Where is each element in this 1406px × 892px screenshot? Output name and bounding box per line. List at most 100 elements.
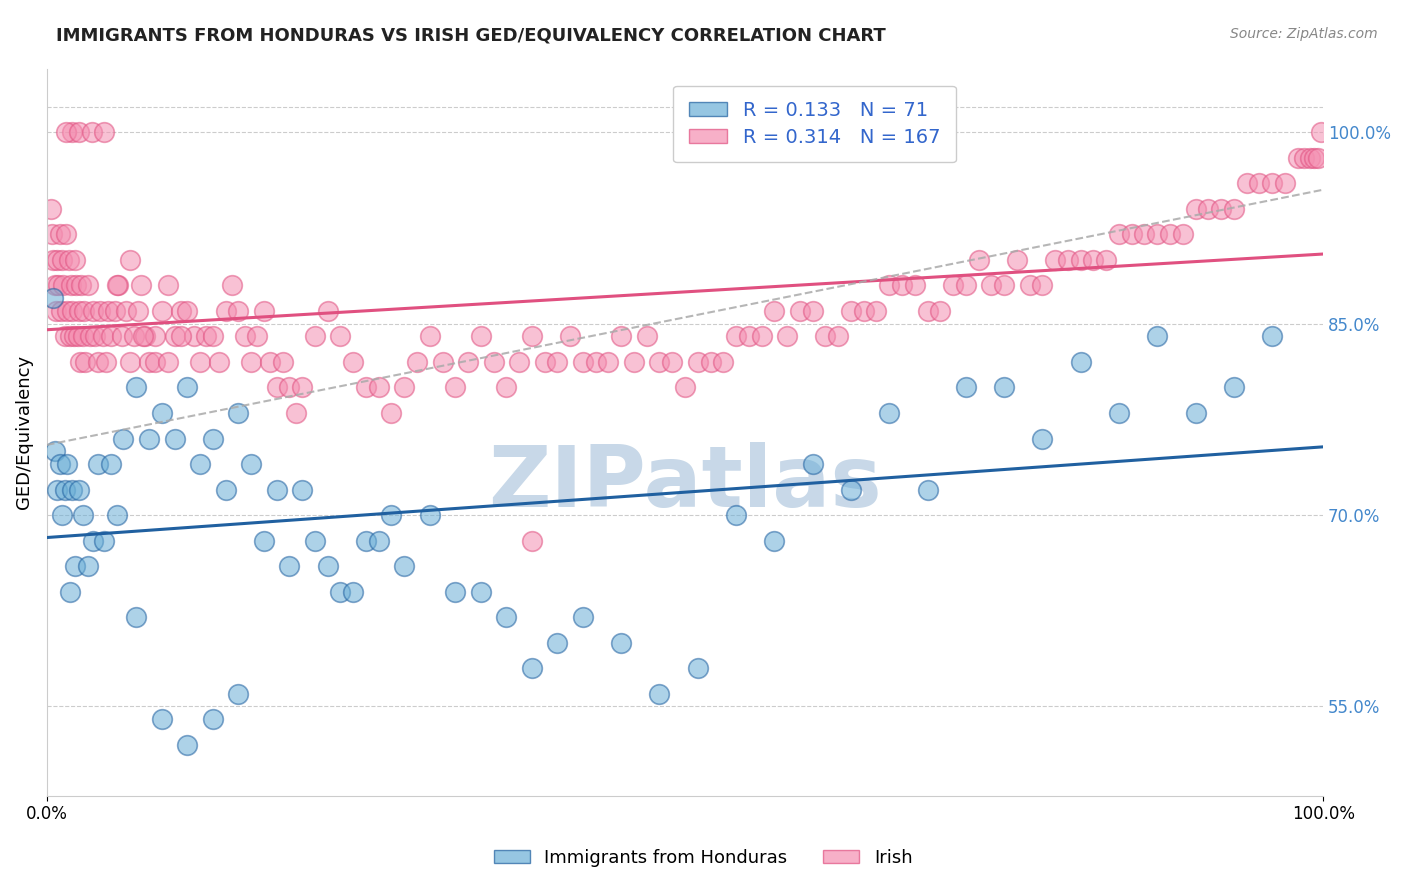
- Irish: [271, 355, 294, 369]
- Immigrants from Honduras: [278, 559, 301, 574]
- Irish: [725, 329, 748, 343]
- Irish: [827, 329, 849, 343]
- Immigrants from Honduras: [839, 483, 862, 497]
- Irish: [1309, 125, 1331, 139]
- Irish: [789, 304, 811, 318]
- Irish: [1018, 278, 1040, 293]
- Irish: [419, 329, 441, 343]
- Irish: [72, 329, 94, 343]
- Irish: [163, 329, 186, 343]
- Immigrants from Honduras: [266, 483, 288, 497]
- Irish: [41, 227, 63, 242]
- Irish: [1133, 227, 1156, 242]
- Immigrants from Honduras: [342, 584, 364, 599]
- Irish: [69, 355, 91, 369]
- Irish: [610, 329, 633, 343]
- Irish: [183, 329, 205, 343]
- Immigrants from Honduras: [87, 457, 110, 471]
- Immigrants from Honduras: [763, 533, 786, 548]
- Irish: [394, 380, 416, 394]
- Irish: [1108, 227, 1130, 242]
- Immigrants from Honduras: [138, 432, 160, 446]
- Irish: [246, 329, 269, 343]
- Irish: [1070, 252, 1092, 267]
- Irish: [1197, 202, 1219, 216]
- Irish: [253, 304, 276, 318]
- Immigrants from Honduras: [495, 610, 517, 624]
- Irish: [145, 355, 167, 369]
- Irish: [316, 304, 339, 318]
- Text: ZIPatlas: ZIPatlas: [488, 442, 882, 524]
- Irish: [801, 304, 824, 318]
- Irish: [585, 355, 607, 369]
- Immigrants from Honduras: [62, 483, 84, 497]
- Immigrants from Honduras: [329, 584, 352, 599]
- Immigrants from Honduras: [176, 380, 198, 394]
- Irish: [1005, 252, 1028, 267]
- Irish: [259, 355, 281, 369]
- Immigrants from Honduras: [367, 533, 389, 548]
- Immigrants from Honduras: [419, 508, 441, 522]
- Irish: [208, 355, 231, 369]
- Irish: [76, 278, 98, 293]
- Irish: [157, 355, 180, 369]
- Immigrants from Honduras: [93, 533, 115, 548]
- Irish: [82, 304, 104, 318]
- Irish: [157, 278, 180, 293]
- Immigrants from Honduras: [444, 584, 467, 599]
- Irish: [636, 329, 658, 343]
- Irish: [648, 355, 671, 369]
- Irish: [103, 304, 125, 318]
- Irish: [111, 329, 134, 343]
- Immigrants from Honduras: [1070, 355, 1092, 369]
- Irish: [131, 278, 153, 293]
- Immigrants from Honduras: [648, 687, 671, 701]
- Irish: [1261, 177, 1284, 191]
- Immigrants from Honduras: [1184, 406, 1206, 420]
- Irish: [65, 278, 87, 293]
- Text: IMMIGRANTS FROM HONDURAS VS IRISH GED/EQUIVALENCY CORRELATION CHART: IMMIGRANTS FROM HONDURAS VS IRISH GED/EQ…: [56, 27, 886, 45]
- Irish: [699, 355, 721, 369]
- Irish: [55, 125, 77, 139]
- Text: Source: ZipAtlas.com: Source: ZipAtlas.com: [1230, 27, 1378, 41]
- Irish: [266, 380, 288, 394]
- Irish: [118, 252, 141, 267]
- Immigrants from Honduras: [46, 483, 69, 497]
- Irish: [980, 278, 1002, 293]
- Immigrants from Honduras: [53, 483, 76, 497]
- Irish: [1249, 177, 1271, 191]
- Irish: [1083, 252, 1105, 267]
- Irish: [240, 355, 263, 369]
- Immigrants from Honduras: [150, 406, 173, 420]
- Immigrants from Honduras: [354, 533, 377, 548]
- Irish: [107, 278, 129, 293]
- Immigrants from Honduras: [380, 508, 402, 522]
- Irish: [67, 125, 90, 139]
- Irish: [49, 304, 72, 318]
- Irish: [170, 329, 193, 343]
- Immigrants from Honduras: [67, 483, 90, 497]
- Irish: [560, 329, 582, 343]
- Irish: [877, 278, 900, 293]
- Immigrants from Honduras: [188, 457, 211, 471]
- Irish: [118, 355, 141, 369]
- Irish: [97, 304, 120, 318]
- Irish: [520, 533, 543, 548]
- Irish: [89, 304, 111, 318]
- Irish: [342, 355, 364, 369]
- Irish: [406, 355, 429, 369]
- Immigrants from Honduras: [150, 712, 173, 726]
- Immigrants from Honduras: [291, 483, 314, 497]
- Irish: [122, 329, 145, 343]
- Immigrants from Honduras: [72, 508, 94, 522]
- Irish: [39, 202, 62, 216]
- Immigrants from Honduras: [228, 406, 250, 420]
- Irish: [1299, 151, 1322, 165]
- Immigrants from Honduras: [163, 432, 186, 446]
- Irish: [188, 355, 211, 369]
- Immigrants from Honduras: [1031, 432, 1053, 446]
- Irish: [62, 329, 84, 343]
- Immigrants from Honduras: [572, 610, 595, 624]
- Immigrants from Honduras: [56, 457, 79, 471]
- Irish: [1095, 252, 1118, 267]
